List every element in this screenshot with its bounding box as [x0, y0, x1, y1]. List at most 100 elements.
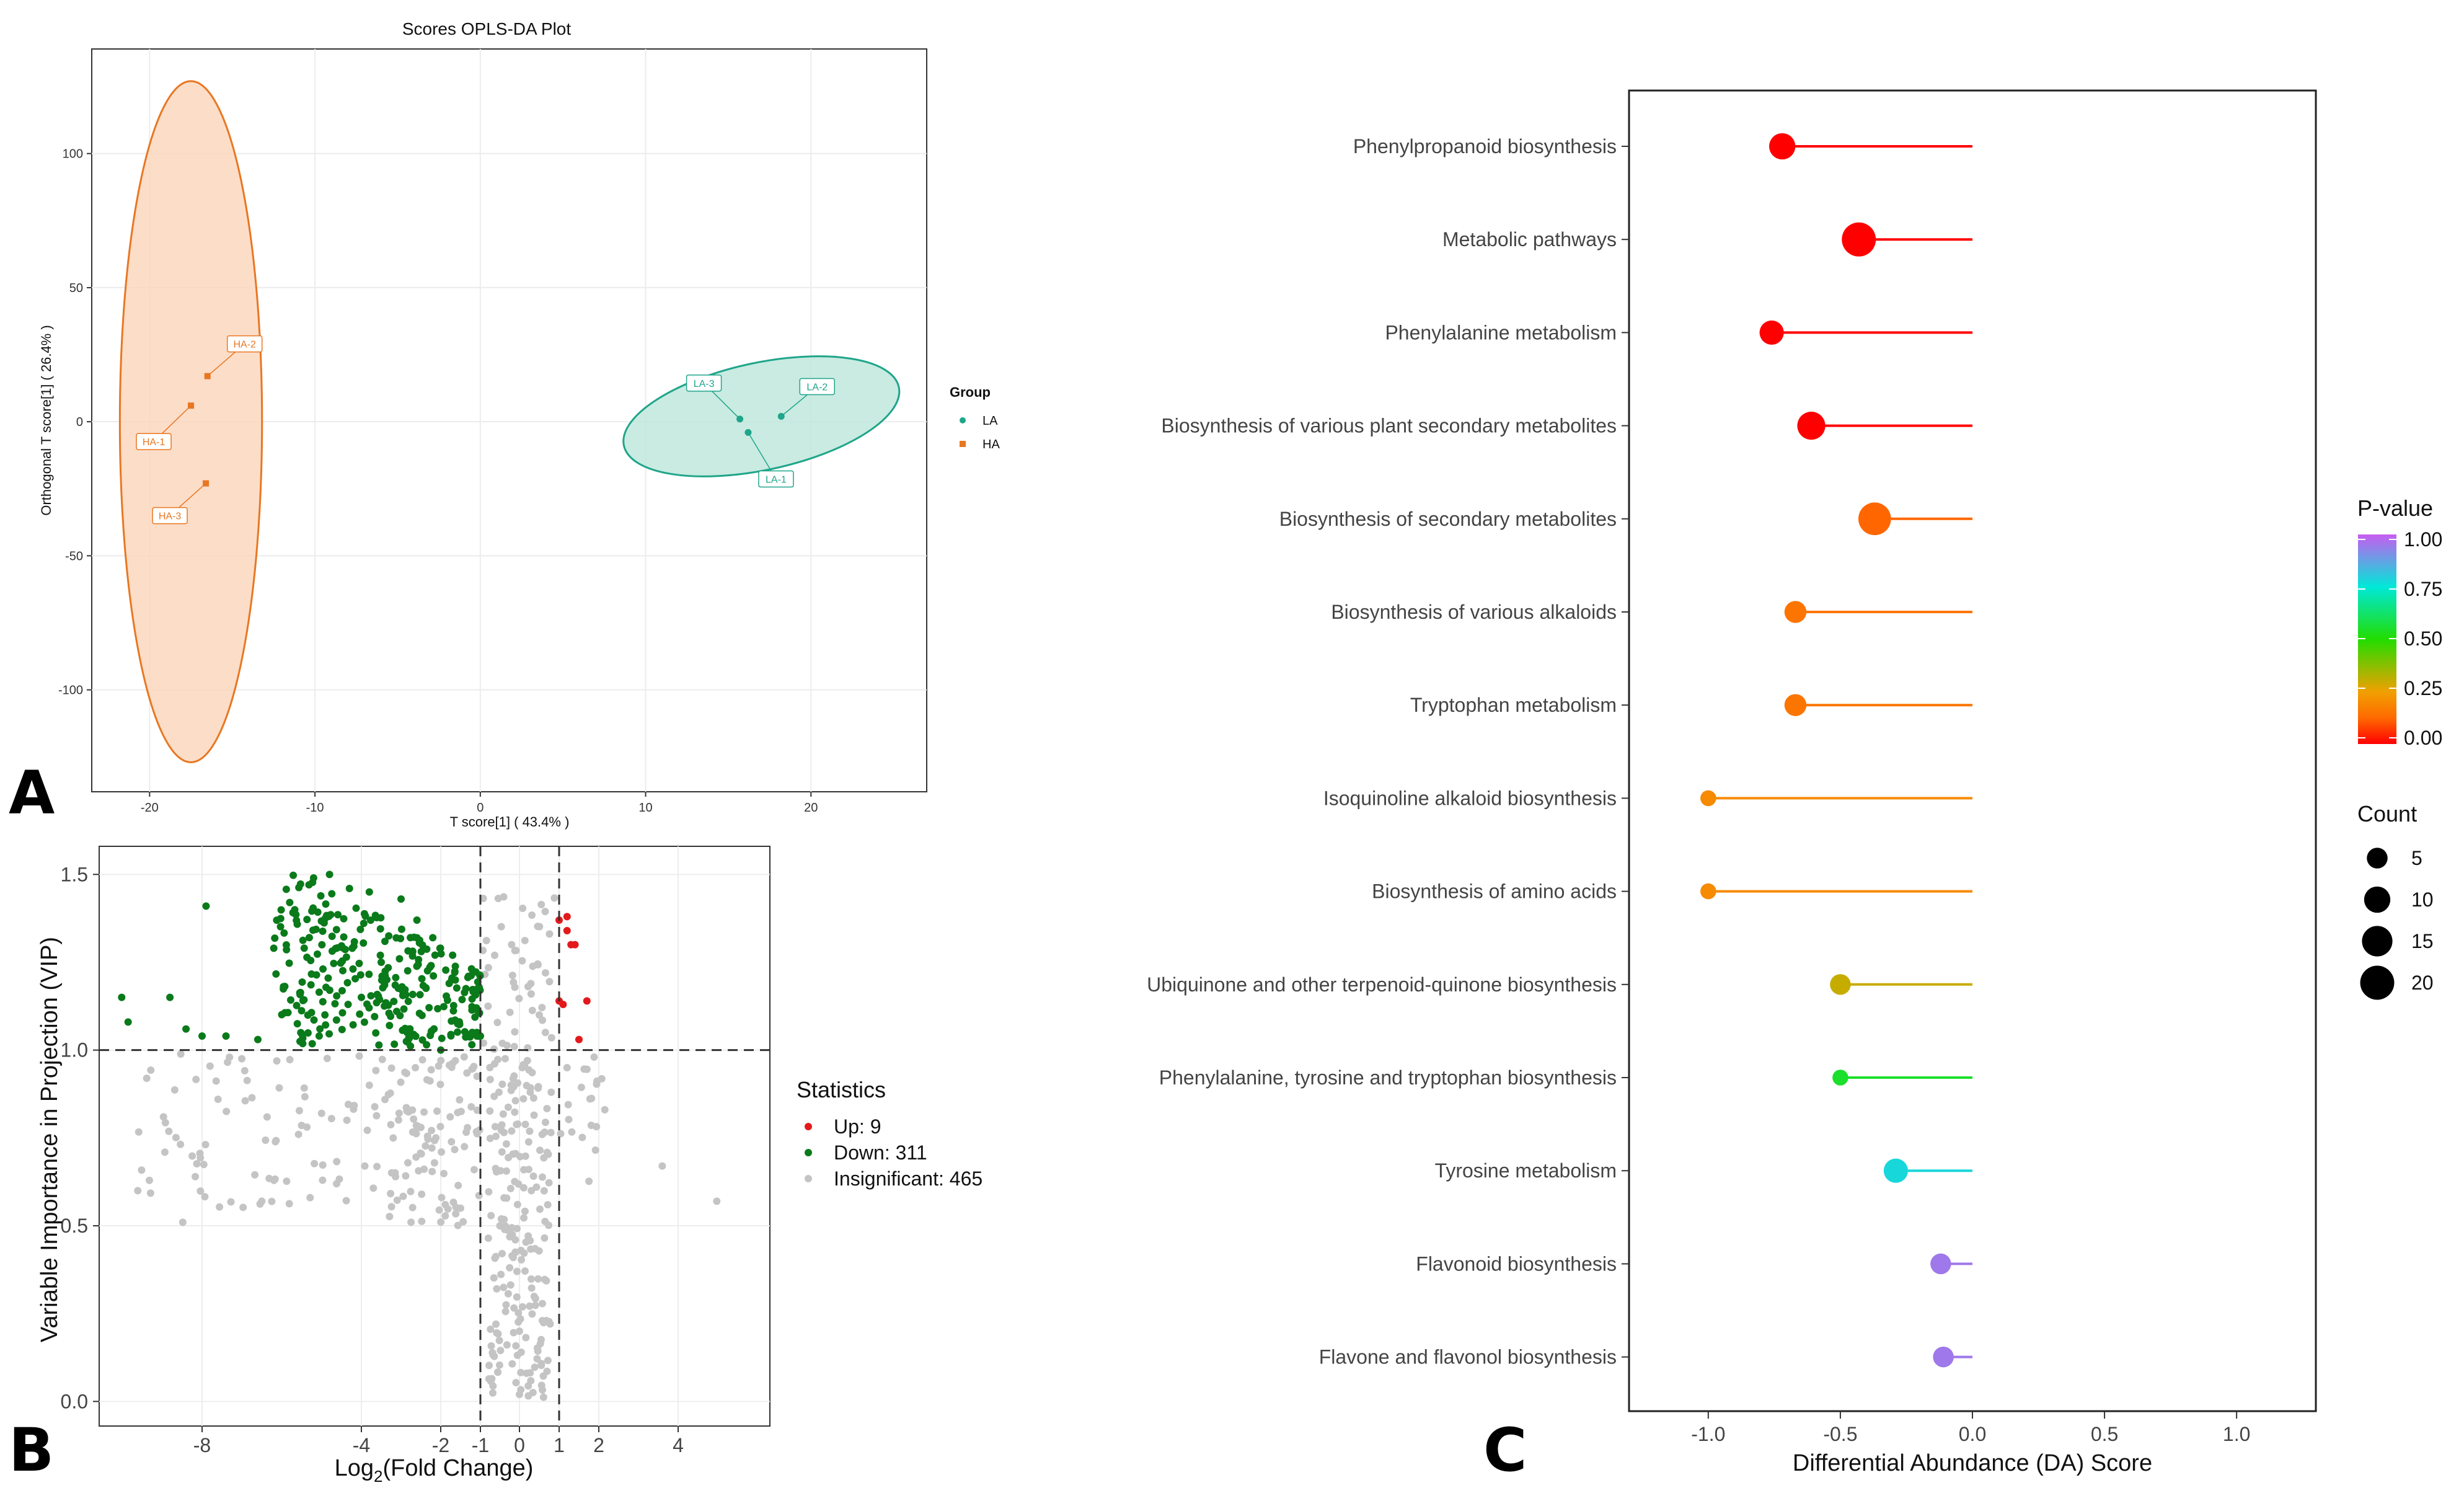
- panel-a-opls-da-plot: Scores OPLS-DA Plot HA-1HA-2HA-3LA-1LA-2…: [9, 19, 1000, 830]
- point-insignificant: [534, 1275, 542, 1283]
- point-insignificant: [521, 1120, 529, 1128]
- point-down: [384, 1001, 392, 1009]
- point-insignificant: [498, 1249, 506, 1257]
- legend-swatch-insignificant: [805, 1175, 812, 1182]
- lollipop-point: [1858, 502, 1891, 536]
- point-insignificant: [492, 1132, 500, 1140]
- point-insignificant: [456, 1096, 464, 1104]
- point-insignificant: [493, 1019, 501, 1027]
- point-insignificant: [536, 1146, 544, 1154]
- point-insignificant: [500, 1128, 508, 1136]
- point-insignificant: [516, 1153, 524, 1161]
- point-down: [298, 1007, 306, 1015]
- point-down: [458, 996, 466, 1004]
- y-tick-label: 0: [76, 415, 83, 429]
- point-insignificant: [212, 1077, 220, 1085]
- point-insignificant: [397, 1078, 405, 1086]
- point-insignificant: [441, 1212, 449, 1220]
- point-up: [583, 997, 591, 1005]
- point-insignificant: [342, 1197, 350, 1205]
- x-tick-label: 20: [804, 801, 818, 815]
- point-insignificant: [395, 1109, 403, 1117]
- point-down: [408, 947, 417, 955]
- point-insignificant: [433, 1107, 441, 1115]
- point-insignificant: [504, 1103, 512, 1111]
- point-insignificant: [511, 983, 519, 991]
- point-down: [332, 1016, 340, 1024]
- point-insignificant: [543, 1148, 551, 1156]
- point-down: [166, 993, 174, 1001]
- point-down: [339, 967, 347, 975]
- point-insignificant: [405, 1108, 413, 1116]
- point-insignificant: [306, 1194, 314, 1202]
- point-insignificant: [319, 1176, 327, 1184]
- point-down: [198, 1032, 206, 1040]
- point-insignificant: [542, 1277, 550, 1285]
- point-insignificant: [487, 1342, 495, 1350]
- point-insignificant: [506, 1264, 514, 1272]
- point-insignificant: [658, 1162, 666, 1170]
- point-down: [423, 945, 431, 953]
- point-insignificant: [524, 1382, 532, 1390]
- point-down: [124, 1018, 132, 1026]
- point-down: [425, 1004, 433, 1012]
- point-insignificant: [541, 908, 549, 916]
- point-insignificant: [501, 1055, 509, 1063]
- point-insignificant: [547, 1128, 555, 1136]
- point-insignificant: [502, 1167, 510, 1175]
- point-down: [399, 986, 407, 995]
- x-tick-label: 10: [638, 801, 652, 815]
- y-tick-label: 0.0: [61, 1390, 88, 1412]
- colorbar-tick-label: 0.75: [2404, 578, 2442, 600]
- point-insignificant: [512, 1378, 520, 1386]
- lollipop-point: [1933, 1346, 1954, 1368]
- point-down: [467, 965, 475, 973]
- legend-swatch-down: [805, 1149, 812, 1156]
- point-insignificant: [177, 1140, 185, 1148]
- point-insignificant: [193, 1159, 201, 1167]
- point-insignificant: [378, 1055, 386, 1063]
- point-down: [322, 900, 330, 908]
- label-box: [136, 433, 172, 450]
- point-down: [277, 906, 285, 914]
- point-label-ha-3: HA-3: [159, 512, 182, 522]
- point-insignificant: [319, 1161, 327, 1169]
- point-insignificant: [501, 1308, 510, 1316]
- point-insignificant: [500, 893, 508, 901]
- x-tick-label: 0.0: [1959, 1423, 1986, 1445]
- point-insignificant: [514, 1180, 523, 1188]
- point-insignificant: [484, 1234, 492, 1242]
- legend-pvalue-title: P-value: [2357, 495, 2433, 521]
- point-insignificant: [513, 1200, 521, 1208]
- point-down: [309, 904, 317, 912]
- point-insignificant: [499, 1110, 507, 1118]
- point-insignificant: [470, 1063, 478, 1071]
- point-insignificant: [394, 1116, 402, 1124]
- point-insignificant: [417, 1149, 425, 1157]
- point-down: [426, 1032, 435, 1040]
- point-insignificant: [461, 1143, 469, 1151]
- lollipop-point: [1759, 320, 1784, 345]
- point-down: [315, 1032, 323, 1040]
- point-insignificant: [387, 1203, 395, 1211]
- point-down: [312, 925, 320, 933]
- point-insignificant: [529, 1172, 537, 1180]
- point-down: [416, 991, 424, 999]
- point-down: [296, 991, 304, 999]
- point-insignificant: [402, 1172, 410, 1180]
- point-insignificant: [251, 1171, 259, 1179]
- panel-b-x-label-rest: (Fold Change): [382, 1455, 533, 1481]
- point-insignificant: [363, 1127, 371, 1135]
- point-insignificant: [510, 1304, 518, 1312]
- point-insignificant: [263, 1113, 271, 1121]
- point-up: [571, 941, 579, 949]
- point-insignificant: [479, 895, 487, 903]
- point-down: [299, 1040, 307, 1048]
- point-insignificant: [454, 1221, 462, 1229]
- point-insignificant: [418, 1056, 426, 1064]
- point-insignificant: [407, 1218, 415, 1226]
- point-down: [349, 965, 357, 973]
- point-down: [472, 1004, 480, 1012]
- point-insignificant: [486, 1107, 494, 1115]
- y-tick-label: 1.5: [61, 863, 88, 885]
